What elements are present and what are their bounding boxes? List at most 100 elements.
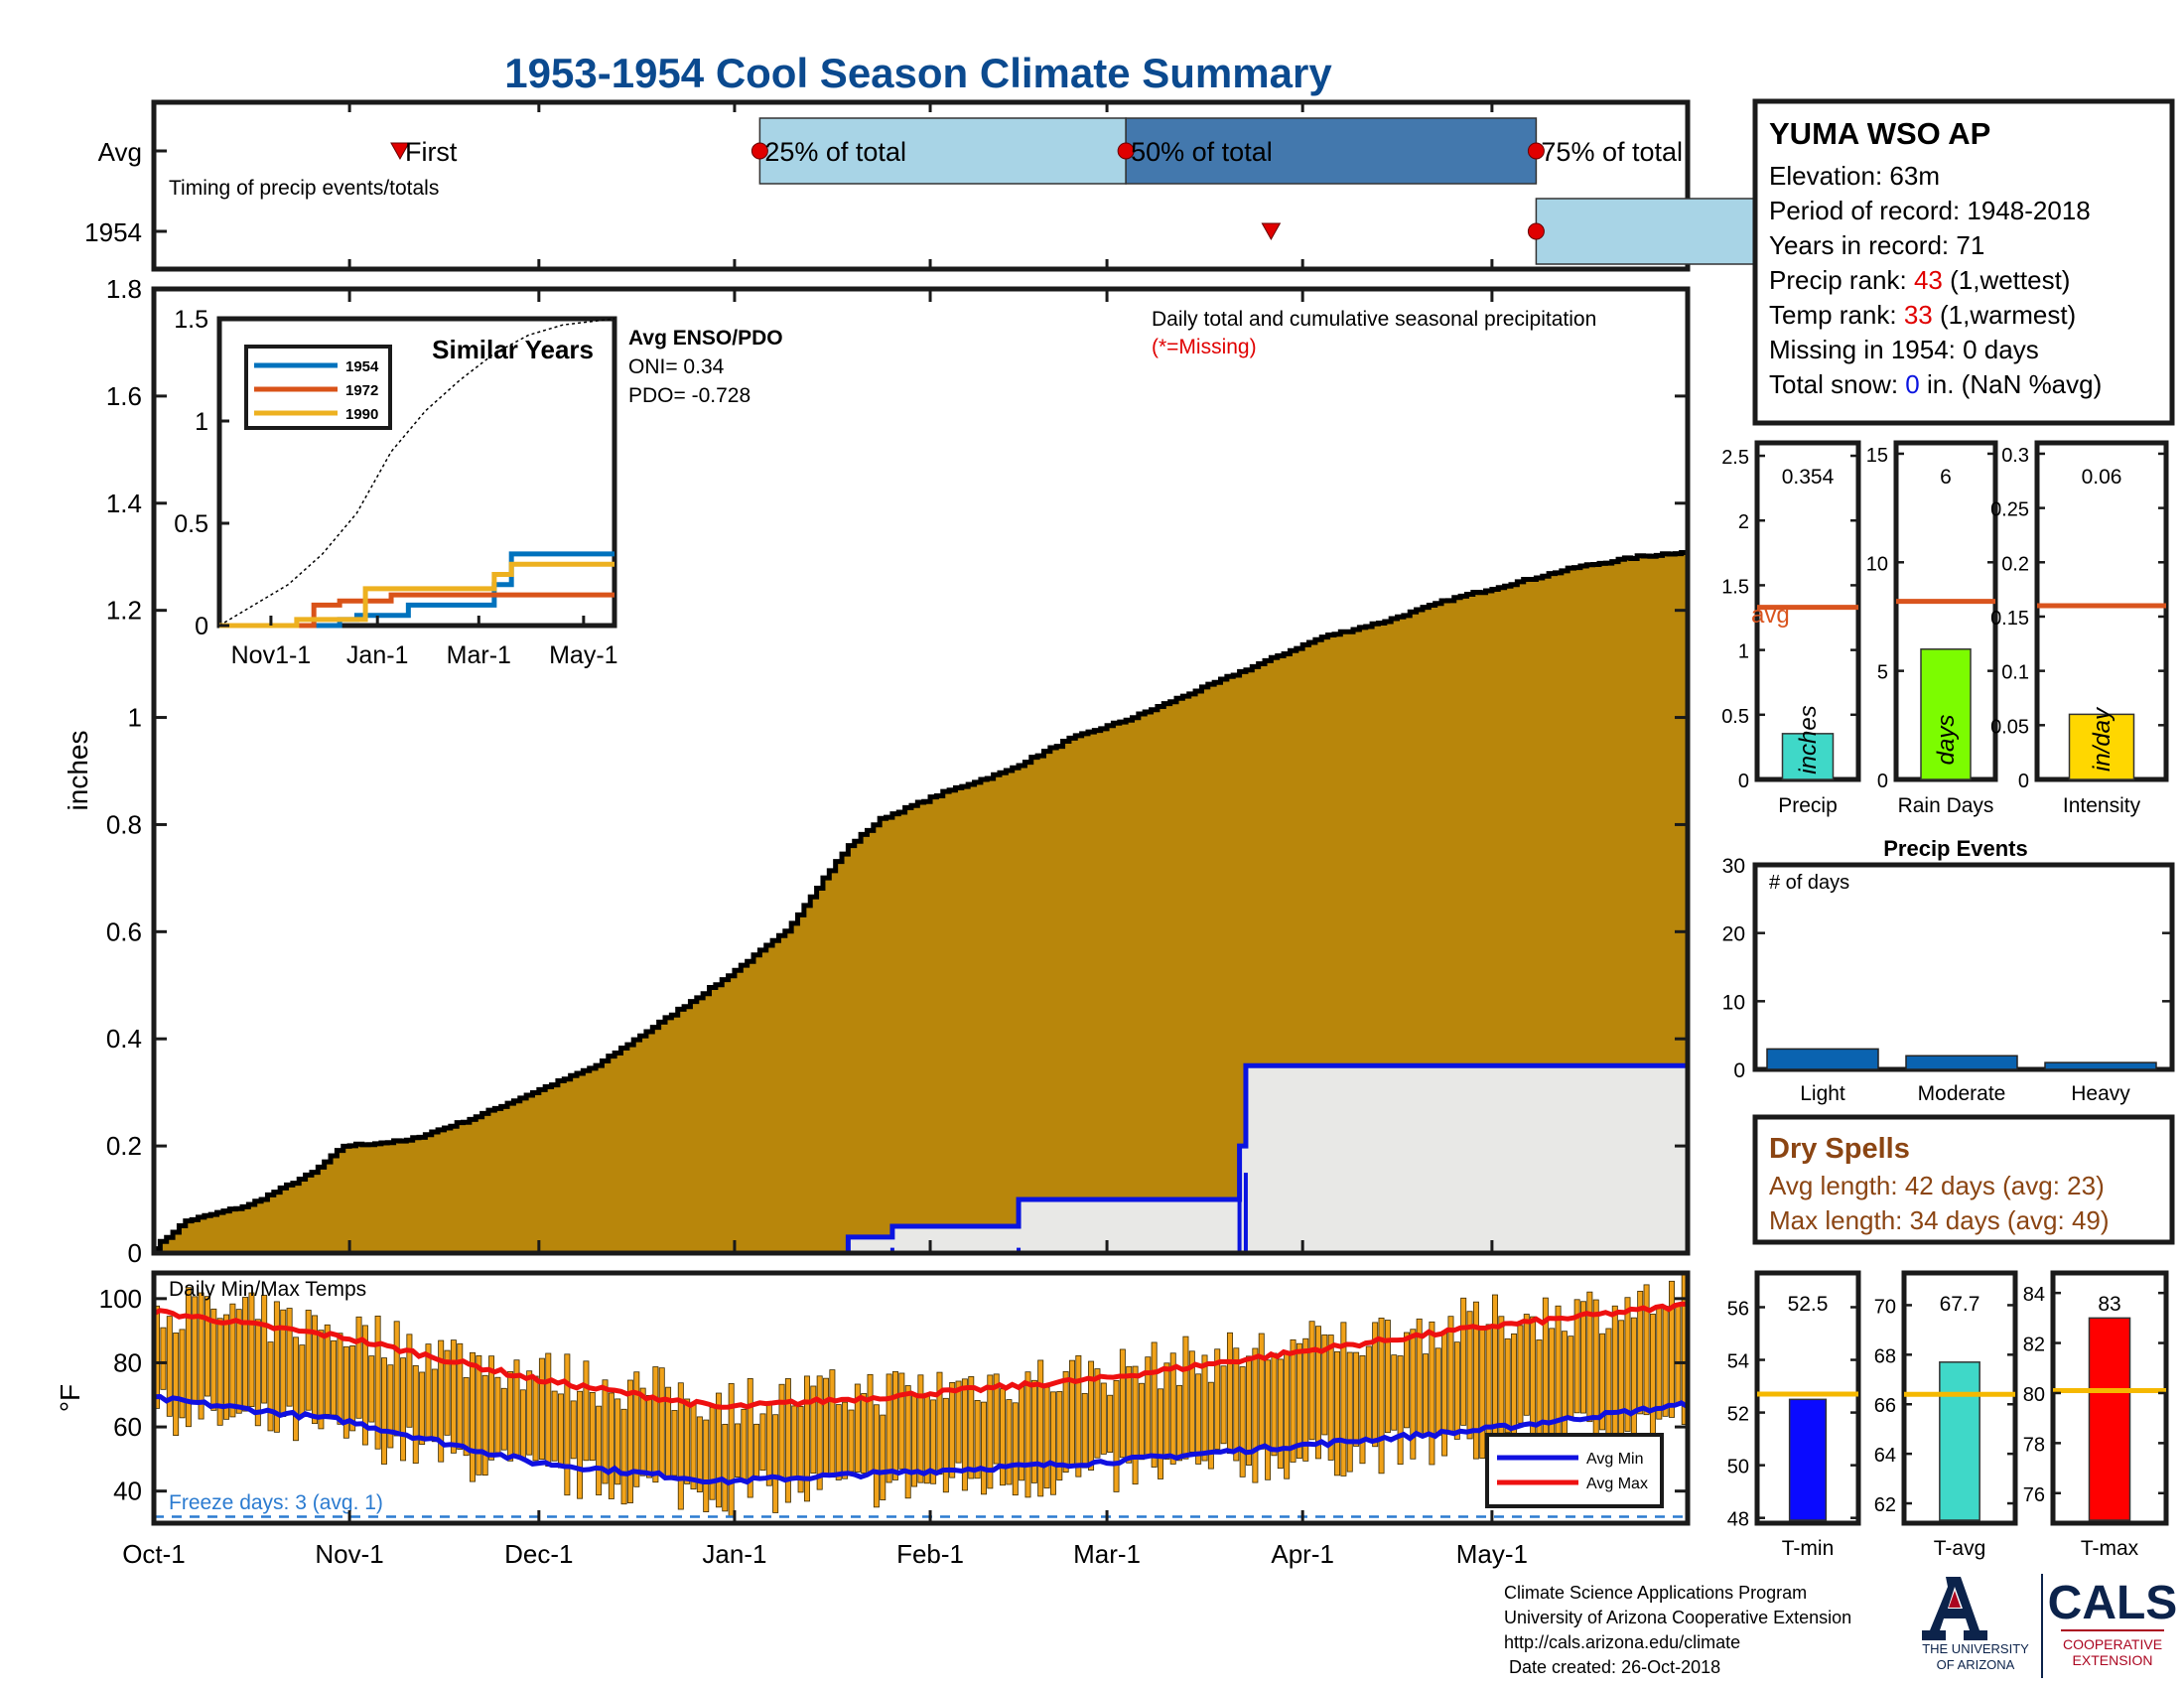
elevation: Elevation: 63m: [1769, 161, 1940, 191]
daily-temp-bar: [709, 1406, 716, 1500]
daily-temp-bar: [810, 1385, 817, 1475]
daily-temp-bar: [406, 1334, 413, 1428]
daily-precip-bar: [889, 1247, 894, 1253]
daily-temp-bar: [248, 1292, 255, 1408]
daily-temp-bar: [400, 1357, 407, 1462]
small-ytick-label: 2: [1738, 511, 1749, 533]
daily-temp-bar: [286, 1308, 293, 1407]
daily-temp-bar: [1088, 1360, 1095, 1471]
university-of-arizona-logo: THE UNIVERSITY OF ARIZONA: [1922, 1577, 2029, 1672]
freeze-label: Freeze days: 3 (avg. 1): [169, 1491, 383, 1514]
season-temp-category-label: T-max: [2081, 1537, 2139, 1560]
small-category-label: Rain Days: [1898, 794, 1994, 817]
season-temp-category-label: T-min: [1782, 1537, 1835, 1560]
season-temp-bar: [1939, 1361, 1980, 1521]
main-ytick-label: 0.4: [106, 1024, 142, 1054]
events-bar-heavy: [2044, 1061, 2157, 1070]
small-ytick-label: 5: [1877, 662, 1888, 684]
small-bar: [2068, 713, 2135, 780]
x-month-label: May-1: [1456, 1539, 1528, 1569]
inset-ytick-label: 1: [195, 408, 208, 436]
inset-title: Similar Years: [432, 335, 594, 364]
daily-temp-bar: [179, 1329, 186, 1419]
daily-temp-bar: [652, 1366, 659, 1483]
footer-line3: http://cals.arizona.edu/climate: [1504, 1632, 1740, 1652]
daily-temp-bar: [1081, 1392, 1088, 1469]
daily-temp-bar: [620, 1408, 627, 1505]
daily-temp-bar: [759, 1413, 766, 1472]
daily-temp-bar: [494, 1376, 501, 1454]
daily-temp-bar: [917, 1374, 924, 1483]
daily-temp-bar: [848, 1409, 855, 1473]
small-ytick-label: 15: [1866, 445, 1888, 467]
small-ytick-label: 0.3: [2001, 445, 2029, 467]
daily-temp-bar: [602, 1379, 609, 1484]
daily-temp-bar: [545, 1352, 552, 1467]
daily-temp-bar: [1308, 1321, 1315, 1441]
daily-temp-bar: [722, 1423, 729, 1512]
daily-temp-bar: [1151, 1341, 1158, 1468]
daily-temp-bar: [1365, 1345, 1372, 1442]
daily-temp-bar: [1460, 1297, 1467, 1426]
daily-temp-bar: [936, 1371, 943, 1476]
station-info-box: YUMA WSO AP Elevation: 63m Period of rec…: [1752, 98, 2175, 426]
avg-p50-marker: [1117, 142, 1135, 160]
avg-p75-label: 75% of total: [1541, 137, 1683, 167]
daily-temp-bar: [229, 1303, 236, 1418]
season-temp-ytick-label: 68: [1874, 1345, 1896, 1367]
daily-temp-bar: [242, 1297, 249, 1412]
daily-temp-bar: [1599, 1333, 1606, 1431]
daily-temp-bar: [1246, 1355, 1252, 1466]
season-temp-ytick-label: 64: [1874, 1445, 1896, 1467]
events-bar-moderate: [1905, 1055, 2018, 1070]
oni-value: ONI= 0.34: [628, 355, 725, 378]
footer-line1: Climate Science Applications Program: [1504, 1583, 1807, 1603]
timing-caption: Timing of precip events/totals: [169, 177, 439, 200]
small-ytick-label: 10: [1866, 553, 1888, 575]
temp-ytick-label: 80: [113, 1347, 142, 1377]
x-month-label: Apr-1: [1271, 1539, 1334, 1569]
daily-temp-bar: [1094, 1368, 1101, 1459]
daily-temp-bar: [470, 1351, 476, 1482]
season-temp-ytick-label: 52: [1727, 1404, 1749, 1426]
daily-temp-bar: [1611, 1305, 1618, 1448]
main-ytick-label: 0.6: [106, 916, 142, 946]
daily-temp-bar: [337, 1333, 343, 1425]
daily-temp-bar: [1265, 1359, 1272, 1480]
daily-temp-bar: [450, 1339, 457, 1454]
small-panel-rain-days: 6 days Rain Days 0 5 10 15: [1866, 440, 1998, 817]
daily-temp-bar: [1012, 1402, 1019, 1496]
daily-temp-bar: [526, 1370, 533, 1456]
daily-temp-bar: [438, 1339, 445, 1463]
small-value-label: 0.354: [1782, 466, 1835, 489]
main-ytick-label: 0.2: [106, 1131, 142, 1161]
y1954-first-marker: [1261, 222, 1282, 241]
daily-temp-bar: [1271, 1352, 1278, 1457]
daily-temp-bar: [741, 1408, 748, 1482]
daily-temp-bar: [728, 1383, 735, 1517]
daily-temp-bar: [1429, 1321, 1435, 1466]
daily-temp-bar: [519, 1389, 526, 1460]
daily-temp-bar: [930, 1399, 937, 1484]
daily-temp-bar: [444, 1349, 451, 1436]
events-ytick-label: 0: [1733, 1059, 1745, 1082]
daily-temp-bar: [1573, 1299, 1580, 1414]
daily-temp-bar: [1441, 1331, 1448, 1457]
daily-temp-bar: [1637, 1290, 1644, 1415]
small-ytick-label: 0.15: [1990, 608, 2029, 630]
daily-temp-bar: [867, 1373, 874, 1475]
daily-temp-bar: [1220, 1365, 1227, 1445]
daily-temp-bar: [507, 1370, 514, 1462]
season-temp-ytick-label: 80: [2023, 1384, 2045, 1406]
daily-temp-bar: [538, 1357, 545, 1461]
y1954-cumulative-area: [154, 1065, 1688, 1253]
daily-temp-bar: [1321, 1334, 1328, 1436]
daily-temp-bar: [1176, 1384, 1183, 1462]
avg-q2-box: [1125, 117, 1538, 185]
daily-temp-bar: [463, 1377, 470, 1457]
daily-temp-bar: [185, 1287, 192, 1428]
season-temp-panel-t-min: 52.5 T-min 48 50 52 54 56: [1727, 1270, 1861, 1560]
daily-temp-bar: [816, 1375, 823, 1490]
daily-temp-bar: [835, 1404, 842, 1480]
small-ytick-label: 2.5: [1721, 447, 1749, 469]
